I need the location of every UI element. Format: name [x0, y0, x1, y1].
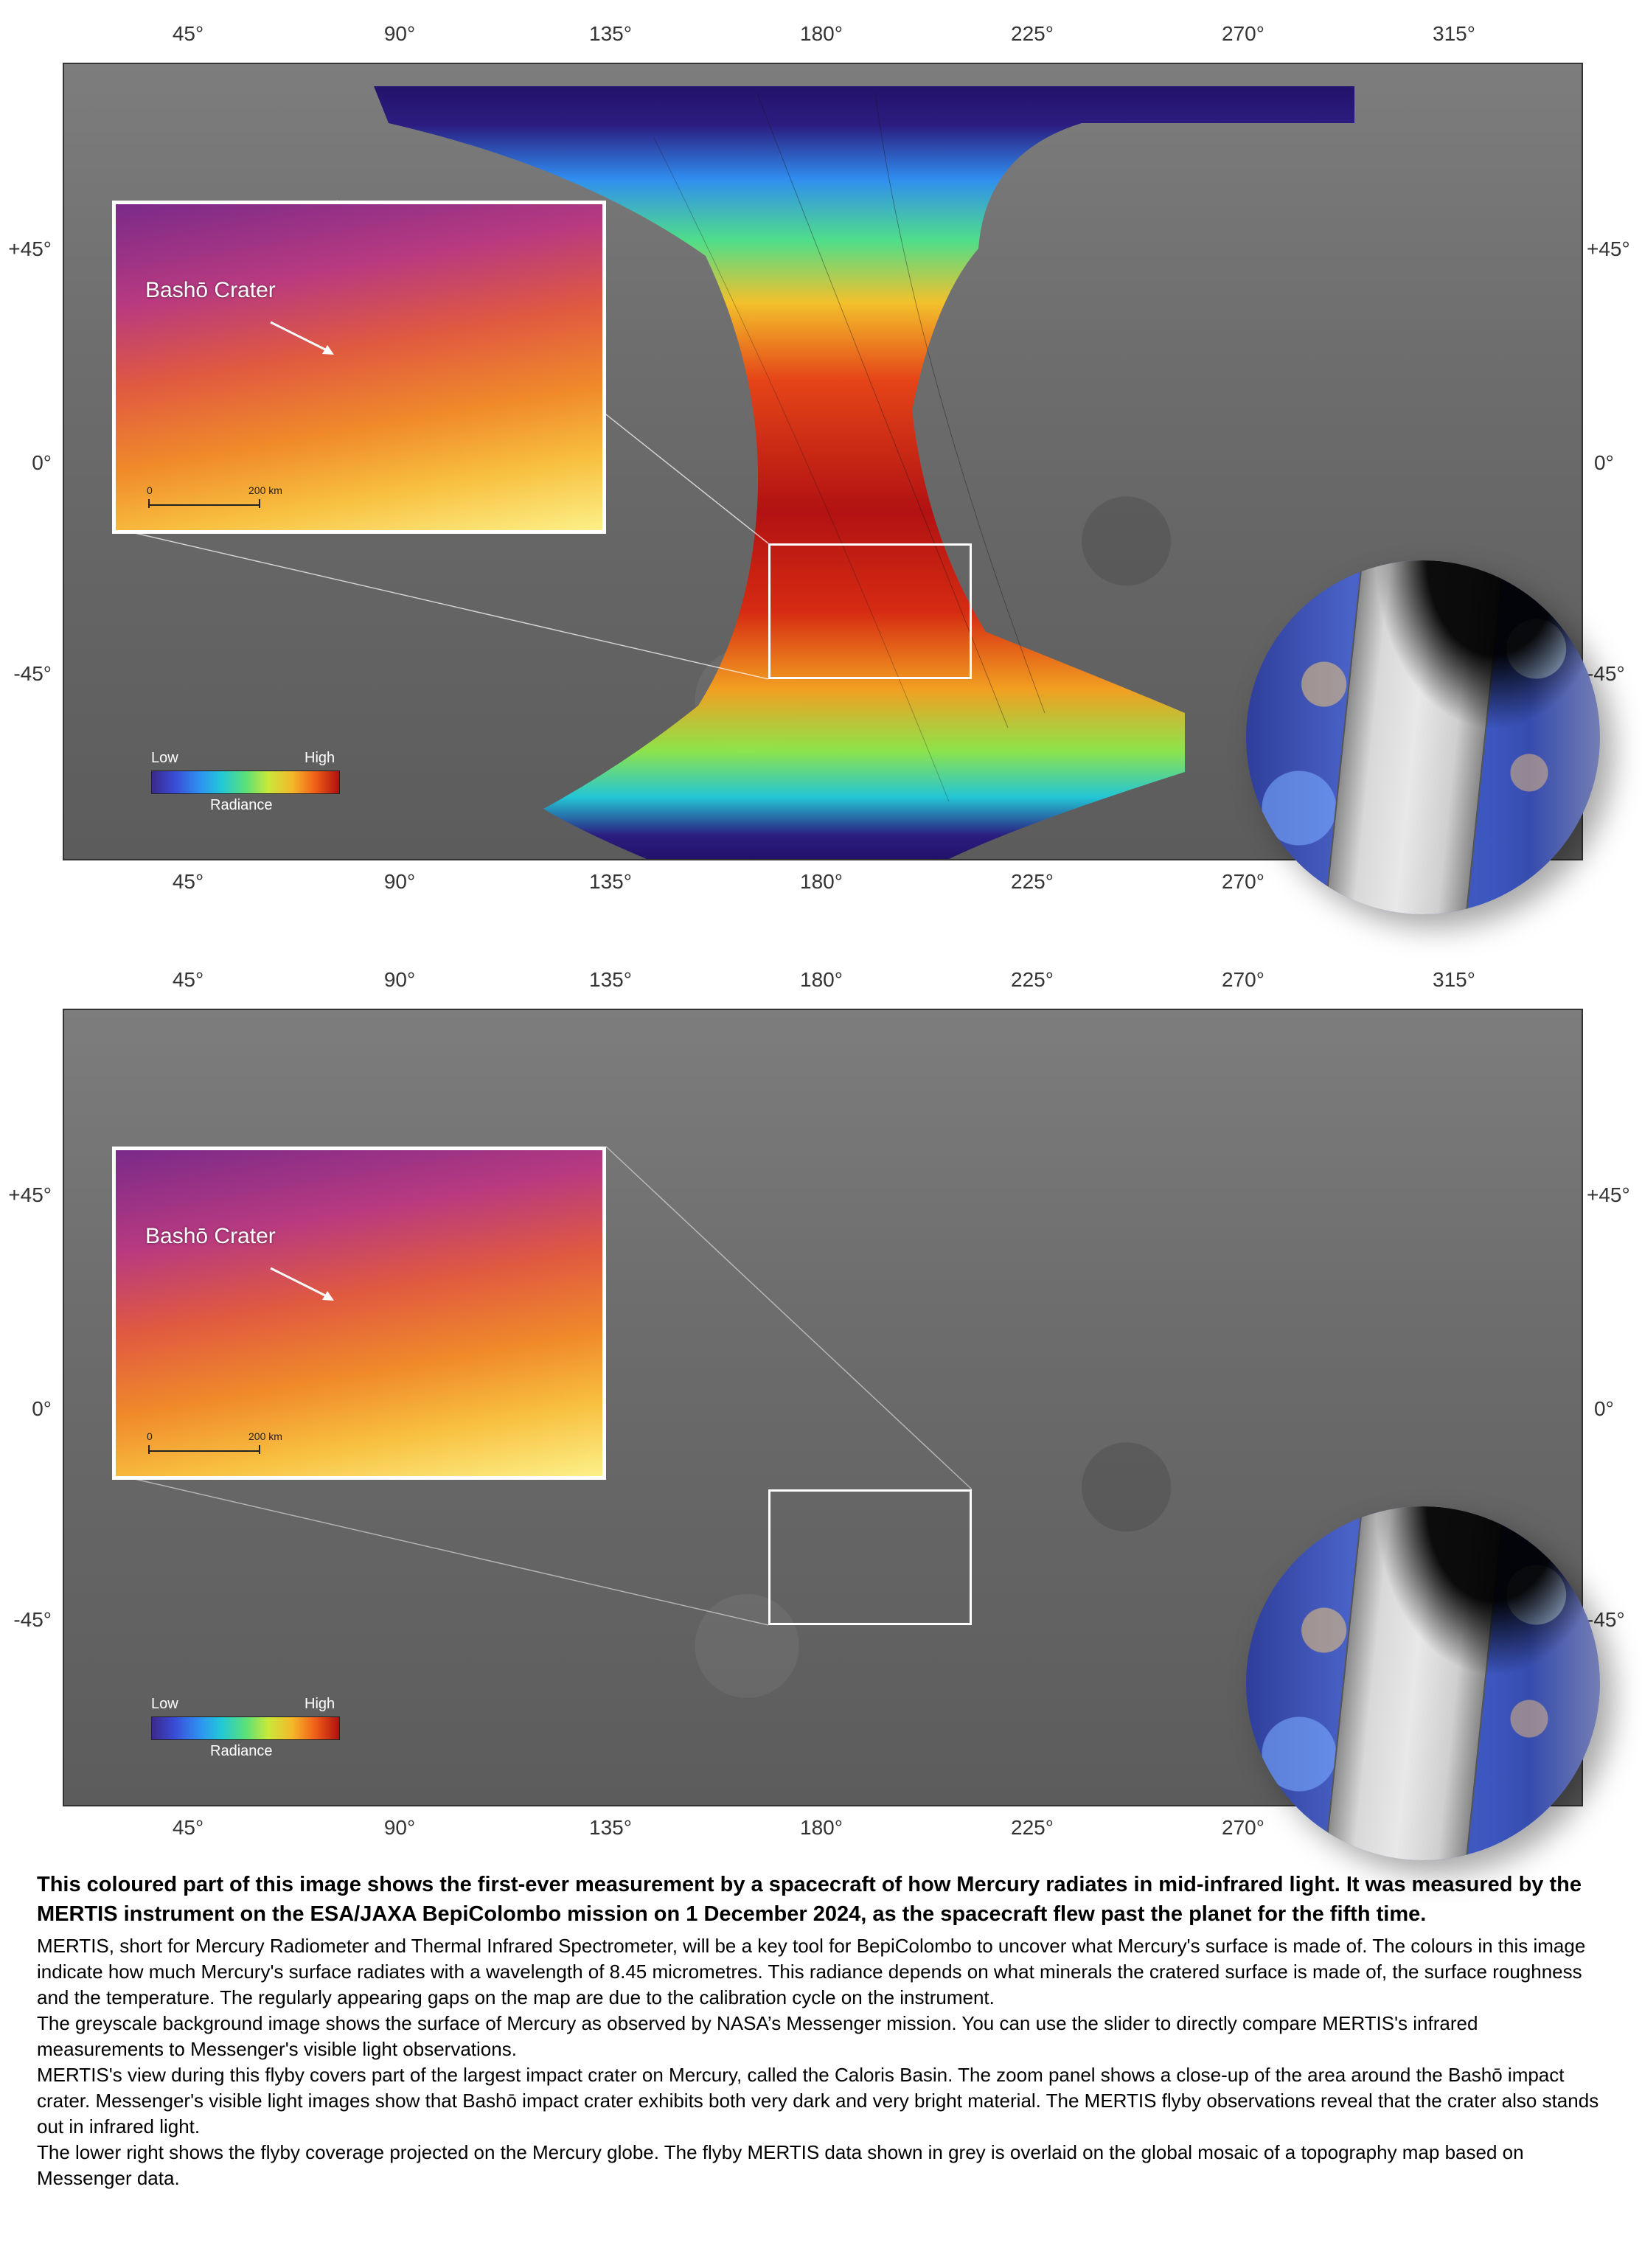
- basho-pointer-arrow: [148, 321, 334, 508]
- zoom-region-box: [768, 543, 972, 679]
- legend-low-label: Low: [151, 1696, 178, 1712]
- caption-lead: This coloured part of this image shows t…: [37, 1873, 1582, 1926]
- lon-tick-bottom-180: 180°: [800, 1816, 843, 1839]
- legend-title: Radiance: [210, 1743, 273, 1759]
- lat-tick-left-0: 0°: [32, 451, 52, 474]
- lat-tick-left-0: 0°: [32, 1397, 52, 1420]
- zoom-region-box: [768, 1489, 972, 1625]
- legend-high-label: High: [305, 1696, 335, 1712]
- lon-tick-180: 180°: [800, 22, 843, 45]
- lon-tick-bottom-135: 135°: [589, 870, 632, 893]
- lat-tick-right-n45: +45°: [1587, 237, 1630, 260]
- legend-color-bar: [151, 771, 340, 794]
- caption-paragraph-4: The lower right shows the flyby coverage…: [37, 2141, 1524, 2189]
- lat-tick-left-n45: +45°: [8, 1183, 52, 1206]
- lon-tick-180: 180°: [800, 968, 843, 991]
- lon-tick-90: 90°: [383, 968, 416, 991]
- scale-bar-start: 0: [147, 484, 153, 496]
- lon-tick-270: 270°: [1222, 968, 1264, 991]
- lon-tick-bottom-180: 180°: [800, 870, 843, 893]
- lon-tick-270: 270°: [1222, 22, 1264, 45]
- lat-tick-right-n45: +45°: [1587, 1183, 1630, 1206]
- legend-color-bar: [151, 1716, 340, 1740]
- lat-tick-left-n45: +45°: [8, 237, 52, 260]
- caption-paragraph-3: MERTIS's view during this flyby covers p…: [37, 2064, 1599, 2137]
- lat-tick-left-s45: -45°: [13, 662, 52, 685]
- lon-tick-bottom-225: 225°: [1011, 870, 1054, 893]
- basho-crater-label: Bashō Crater: [145, 278, 276, 302]
- radiance-legend: Low High Radiance: [151, 750, 343, 824]
- lon-tick-bottom-90: 90°: [383, 870, 416, 893]
- lon-tick-225: 225°: [1011, 968, 1054, 991]
- mercury-globe-coverage: [1246, 560, 1600, 914]
- basho-zoom-inset: Bashō Crater 0 200 km: [112, 201, 606, 534]
- lat-tick-right-0: 0°: [1594, 451, 1614, 474]
- legend-title: Radiance: [210, 797, 273, 813]
- globe-shading: [1246, 1506, 1600, 1860]
- lon-tick-bottom-45: 45°: [172, 870, 204, 893]
- map-panel-top: 45° 90° 135° 180° 225° 270° 315° +45° 0°…: [0, 0, 1642, 936]
- lon-tick-45: 45°: [172, 22, 204, 45]
- lon-tick-225: 225°: [1011, 22, 1054, 45]
- lon-tick-bottom-135: 135°: [589, 1816, 632, 1839]
- lon-tick-315: 315°: [1433, 968, 1475, 991]
- lon-tick-90: 90°: [383, 22, 416, 45]
- lon-tick-bottom-225: 225°: [1011, 1816, 1054, 1839]
- legend-high-label: High: [305, 750, 335, 766]
- basho-zoom-inset: Bashō Crater 0 200 km: [112, 1147, 606, 1480]
- caption-paragraph-2: The greyscale background image shows the…: [37, 2012, 1478, 2060]
- radiance-legend: Low High Radiance: [151, 1696, 343, 1770]
- lon-tick-bottom-45: 45°: [172, 1816, 204, 1839]
- legend-low-label: Low: [151, 750, 178, 766]
- map-panel-bottom: 45° 90° 135° 180° 225° 270° 315° +45° 0°…: [0, 946, 1642, 1882]
- caption-paragraph-1: MERTIS, short for Mercury Radiometer and…: [37, 1935, 1586, 2008]
- lon-tick-135: 135°: [589, 22, 632, 45]
- mercury-globe-coverage: [1246, 1506, 1600, 1860]
- basho-crater-label: Bashō Crater: [145, 1224, 276, 1248]
- lat-tick-left-s45: -45°: [13, 1608, 52, 1631]
- lon-tick-45: 45°: [172, 968, 204, 991]
- globe-shading: [1246, 560, 1600, 914]
- caption-block: This coloured part of this image shows t…: [37, 1870, 1607, 2191]
- scale-bar-end: 200 km: [248, 484, 282, 496]
- lon-tick-bottom-90: 90°: [383, 1816, 416, 1839]
- lon-tick-315: 315°: [1433, 22, 1475, 45]
- scale-bar-end: 200 km: [248, 1430, 282, 1442]
- basho-pointer-arrow: [148, 1267, 334, 1454]
- lon-tick-135: 135°: [589, 968, 632, 991]
- lat-tick-right-0: 0°: [1594, 1397, 1614, 1420]
- scale-bar-start: 0: [147, 1430, 153, 1442]
